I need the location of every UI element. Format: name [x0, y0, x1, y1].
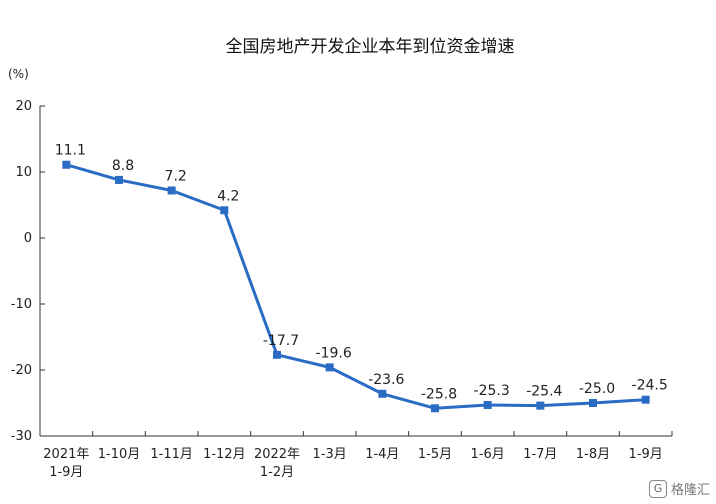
x-tick-label: 2022年	[254, 447, 300, 462]
y-tick-label: 10	[15, 165, 32, 180]
x-tick-label: 1-5月	[418, 447, 452, 462]
axes	[39, 106, 672, 437]
y-tick-label: -20	[11, 363, 32, 378]
y-unit-label: (%)	[8, 67, 29, 81]
series-group	[62, 160, 650, 413]
data-point	[431, 404, 439, 413]
watermark-logo-icon: G	[648, 479, 667, 498]
x-tick-label: 1-8月	[576, 447, 610, 462]
watermark: G 格隆汇	[648, 479, 710, 498]
x-tick-label: 1-9月	[629, 447, 663, 462]
x-tick-label: 1-10月	[98, 447, 141, 462]
x-tick-label: 1-12月	[203, 447, 246, 462]
data-point	[220, 206, 229, 215]
data-label: -19.6	[316, 345, 352, 361]
x-tick-label: 1-3月	[313, 447, 347, 462]
data-point	[115, 175, 123, 184]
data-label: 11.1	[55, 143, 86, 159]
y-tick-label: -30	[11, 429, 32, 444]
data-label: -23.6	[368, 372, 404, 388]
data-label: -25.4	[526, 384, 562, 400]
data-label: -17.7	[263, 333, 299, 349]
data-label: -25.0	[579, 381, 615, 397]
x-tick-label: 1-2月	[260, 465, 294, 480]
data-point	[325, 363, 334, 372]
y-tick-label: 20	[15, 99, 32, 114]
series-line	[65, 163, 646, 410]
data-point	[62, 160, 71, 169]
x-tick-label: 2021年	[43, 447, 89, 462]
data-label: -24.5	[632, 378, 668, 394]
watermark-text: 格隆汇	[670, 483, 710, 498]
x-tick-label: 1-11月	[150, 447, 193, 462]
chart-title: 全国房地产开发企业本年到位资金增速	[226, 37, 515, 57]
x-tick-label: 1-4月	[365, 447, 399, 462]
data-point	[483, 400, 492, 409]
x-ticks: 2021年 1-9月 1-10月 1-11月 1-12月 2022年 1-2月 1-3月 1-4…	[39, 431, 673, 480]
data-label: 4.2	[217, 188, 239, 204]
data-point	[378, 389, 387, 398]
data-labels: 11.1 8.8 7.2 4.2 -17.7 -19.6 -23.6 -25.8 -25.3 -2…	[55, 143, 668, 403]
x-tick-label: 1-9月	[49, 465, 83, 480]
data-point	[536, 401, 545, 410]
data-point	[273, 350, 281, 359]
y-tick-label: 0	[24, 231, 32, 246]
data-label: -25.3	[474, 383, 510, 399]
data-point	[589, 399, 597, 407]
y-ticks: 20 10 0 -10 -20 -30	[11, 99, 45, 444]
data-label: 7.2	[165, 168, 187, 184]
y-tick-label: -10	[11, 297, 32, 312]
data-point	[641, 395, 650, 404]
data-label: 8.8	[112, 158, 134, 174]
x-tick-label: 1-6月	[471, 447, 505, 462]
data-point	[167, 186, 176, 195]
data-label: -25.8	[421, 386, 457, 402]
x-tick-label: 1-7月	[523, 447, 557, 462]
